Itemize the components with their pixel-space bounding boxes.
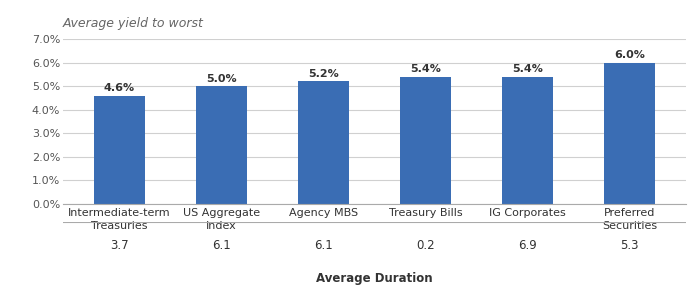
Text: 5.4%: 5.4%	[512, 64, 543, 74]
Bar	[400, 77, 451, 204]
Bar	[502, 77, 553, 204]
Text: 5.4%: 5.4%	[410, 64, 441, 74]
Text: 5.3: 5.3	[621, 238, 639, 252]
Text: 6.1: 6.1	[212, 238, 231, 252]
Text: 3.7: 3.7	[110, 238, 129, 252]
Text: 6.9: 6.9	[518, 238, 537, 252]
Text: 6.0%: 6.0%	[615, 50, 645, 60]
Bar	[196, 86, 247, 204]
Text: 5.2%: 5.2%	[308, 69, 339, 79]
Text: 5.0%: 5.0%	[206, 74, 237, 84]
Text: 6.1: 6.1	[314, 238, 332, 252]
Text: 4.6%: 4.6%	[104, 83, 134, 93]
Bar	[94, 96, 145, 204]
Text: Average Duration: Average Duration	[316, 272, 433, 285]
Bar	[298, 81, 349, 204]
Bar	[604, 63, 655, 204]
Text: Average yield to worst: Average yield to worst	[63, 17, 204, 30]
Text: 0.2: 0.2	[416, 238, 435, 252]
